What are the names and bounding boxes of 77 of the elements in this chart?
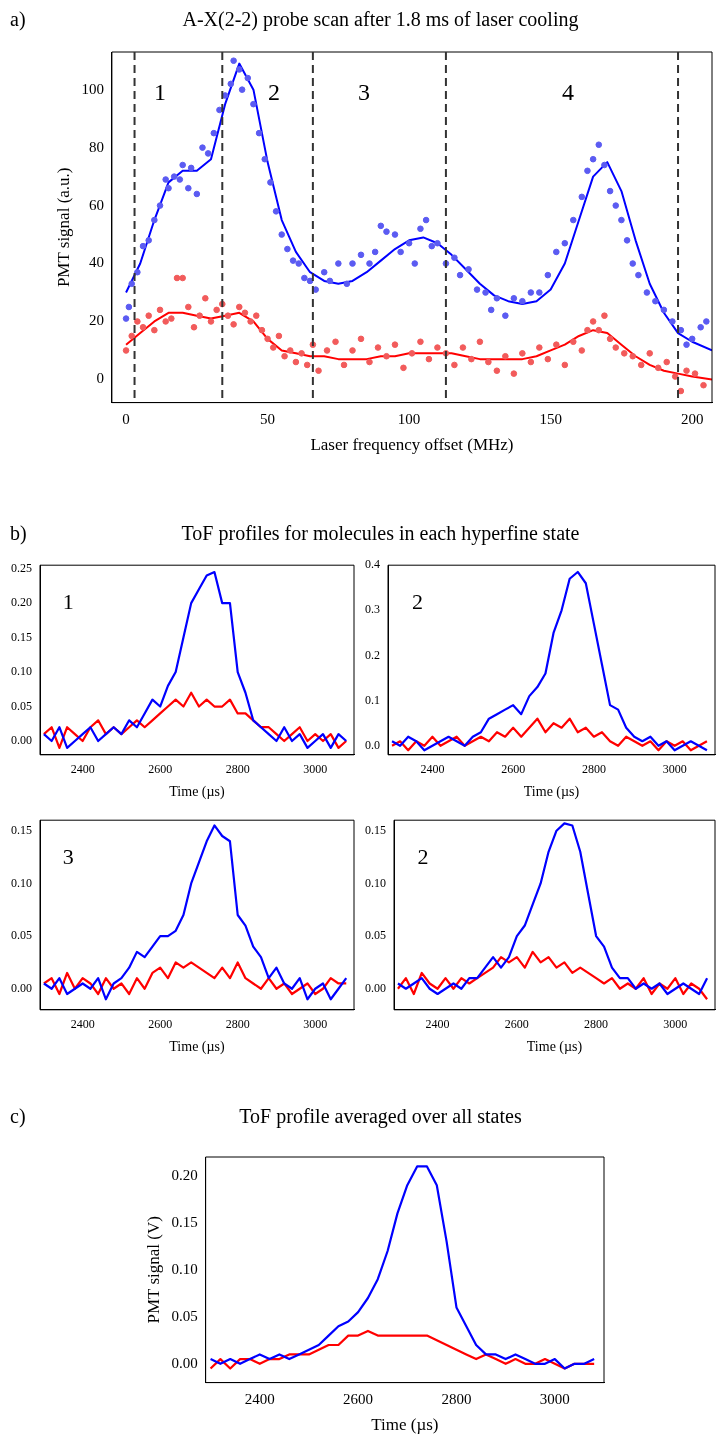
x-axis-title: Time (µs) xyxy=(523,784,580,801)
annotation: 2 xyxy=(417,843,429,869)
y-tick-label: 0.00 xyxy=(11,733,32,748)
x-tick-label: 2800 xyxy=(441,1390,472,1407)
annotation: 2 xyxy=(267,79,280,106)
x-tick-label: 2600 xyxy=(343,1390,374,1407)
y-tick-label: 0.15 xyxy=(11,629,32,644)
y-tick-label: 0.05 xyxy=(11,698,32,713)
x-tick-label: 50 xyxy=(260,410,276,427)
x-tick-label: 3000 xyxy=(663,1017,688,1032)
y-tick-label: 0.05 xyxy=(11,928,32,943)
text: c) xyxy=(10,1105,26,1128)
y-tick-label: 0.0 xyxy=(365,737,380,752)
x-tick-label: 2400 xyxy=(70,762,95,777)
text: b) xyxy=(10,522,27,545)
x-tick-label: 2400 xyxy=(244,1390,275,1407)
x-tick-label: 3000 xyxy=(303,1017,328,1032)
x-tick-label: 3000 xyxy=(662,762,687,777)
y-tick-label: 0.20 xyxy=(11,595,32,610)
y-tick-label: 0.15 xyxy=(365,822,386,837)
x-tick-label: 2400 xyxy=(425,1017,450,1032)
y-tick-label: 60 xyxy=(88,196,104,213)
y-axis-title: PMT signal (V) xyxy=(143,1216,163,1324)
annotation: 3 xyxy=(357,79,370,106)
chart-title: A-X(2-2) probe scan after 1.8 ms of laser cooling xyxy=(181,8,580,31)
y-tick-label: 100 xyxy=(81,80,104,97)
y-tick-label: 0.10 xyxy=(11,875,32,890)
y-tick-label: 40 xyxy=(88,254,104,271)
x-tick-label: 2800 xyxy=(225,762,250,777)
x-tick-label: 0 xyxy=(122,410,130,427)
y-tick-label: 0.00 xyxy=(11,980,32,995)
y-tick-label: 0.10 xyxy=(171,1260,198,1277)
x-tick-label: 150 xyxy=(539,410,562,427)
annotation: 1 xyxy=(153,79,166,106)
y-tick-label: 80 xyxy=(88,138,104,155)
y-tick-label: 0.4 xyxy=(365,557,380,572)
x-tick-label: 2600 xyxy=(148,762,173,777)
y-tick-label: 0.05 xyxy=(171,1307,198,1324)
x-tick-label: 200 xyxy=(680,410,704,427)
x-axis-title: Laser frequency offset (MHz) xyxy=(310,435,514,455)
x-tick-label: 2800 xyxy=(584,1017,609,1032)
y-tick-label: 0.15 xyxy=(11,822,32,837)
x-tick-label: 2600 xyxy=(504,1017,529,1032)
x-axis-title: Time (µs) xyxy=(169,784,226,801)
x-tick-label: 2400 xyxy=(420,762,445,777)
annotation: 3 xyxy=(62,843,74,869)
y-tick-label: 20 xyxy=(88,312,104,329)
y-tick-label: 0.1 xyxy=(365,692,380,707)
x-tick-label: 2600 xyxy=(501,762,526,777)
y-tick-label: 0.00 xyxy=(171,1354,198,1371)
y-tick-label: 0.20 xyxy=(171,1166,198,1183)
annotation: 2 xyxy=(411,588,423,614)
text: a) xyxy=(10,8,26,31)
x-axis-title: Time (µs) xyxy=(169,1039,226,1056)
y-tick-label: 0.15 xyxy=(171,1213,198,1230)
y-tick-label: 0.00 xyxy=(365,980,386,995)
x-axis-title: Time (µs) xyxy=(371,1415,439,1435)
y-tick-label: 0.10 xyxy=(11,664,32,679)
x-tick-label: 3000 xyxy=(539,1390,570,1407)
y-tick-label: 0 xyxy=(96,370,104,387)
chart-title: ToF profiles for molecules in each hyperfine state xyxy=(180,522,581,545)
y-tick-label: 0.3 xyxy=(365,602,380,617)
chart-title: ToF profile averaged over all states xyxy=(238,1105,523,1128)
annotation: 1 xyxy=(62,588,74,614)
x-tick-label: 2400 xyxy=(70,1017,95,1032)
x-axis-title: Time (µs) xyxy=(526,1039,583,1056)
x-tick-label: 3000 xyxy=(303,762,328,777)
y-tick-label: 0.2 xyxy=(365,647,380,662)
x-tick-label: 2600 xyxy=(148,1017,173,1032)
annotation: 4 xyxy=(561,79,574,106)
x-tick-label: 100 xyxy=(397,410,421,427)
y-tick-label: 0.05 xyxy=(365,928,386,943)
y-axis-title: PMT signal (a.u.) xyxy=(53,167,73,288)
x-tick-label: 2800 xyxy=(225,1017,250,1032)
y-tick-label: 0.25 xyxy=(11,560,32,575)
y-tick-label: 0.10 xyxy=(365,875,386,890)
x-tick-label: 2800 xyxy=(581,762,606,777)
